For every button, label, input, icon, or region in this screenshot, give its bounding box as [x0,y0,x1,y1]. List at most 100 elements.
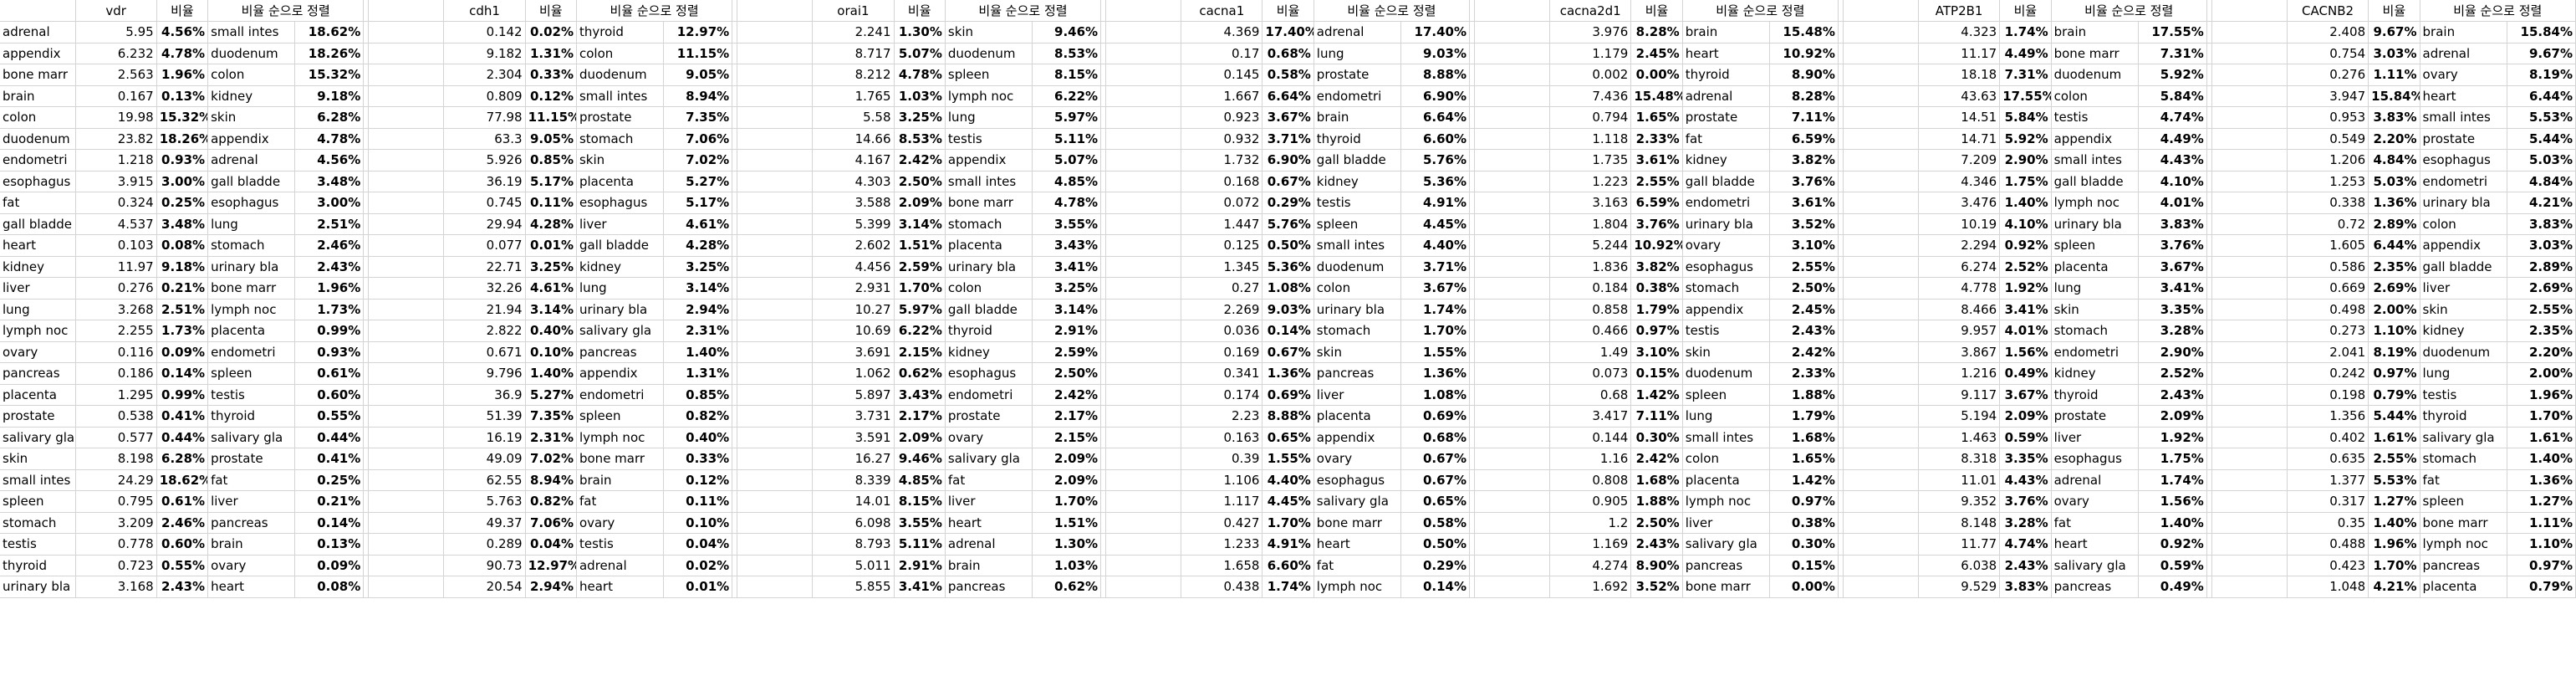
tissue-cell[interactable] [1105,555,1182,576]
sorted-tissue-cell[interactable]: bone marr [945,192,1033,214]
sorted-ratio-cell[interactable]: 0.85% [663,384,733,406]
sorted-ratio-cell[interactable]: 3.41% [2138,277,2207,300]
spacer-cell[interactable] [1100,341,1107,363]
sorted-tissue-cell[interactable]: placenta [207,320,296,342]
ratio-cell[interactable]: 1.88% [1630,490,1683,513]
sorted-ratio-cell[interactable]: 3.00% [294,192,365,214]
ratio-cell[interactable]: 9.46% [894,448,946,470]
tissue-cell[interactable] [1843,256,1920,278]
sorted-tissue-cell[interactable]: thyroid [2420,405,2507,428]
value-cell[interactable]: 0.317 [2287,490,2369,513]
spacer-cell[interactable] [1838,106,1844,129]
sorted-ratio-cell[interactable]: 1.11% [2507,512,2576,534]
sorted-ratio-cell[interactable]: 2.46% [294,234,365,257]
tissue-cell[interactable] [1105,341,1182,363]
tissue-cell[interactable] [368,149,445,172]
value-cell[interactable]: 2.23 [1181,405,1263,428]
ratio-cell[interactable]: 8.15% [894,490,946,513]
sorted-ratio-cell[interactable]: 4.78% [294,128,365,150]
spacer-cell[interactable] [732,469,738,491]
sorted-ratio-cell[interactable]: 4.91% [1400,192,1470,214]
ratio-cell[interactable]: 2.35% [2368,256,2420,278]
sorted-tissue-cell[interactable]: brain [207,533,296,556]
spacer-cell[interactable] [363,64,370,86]
spacer-cell[interactable] [732,448,738,470]
sorted-ratio-cell[interactable]: 0.69% [1400,405,1470,428]
sorted-ratio-cell[interactable]: 2.94% [663,299,733,320]
tissue-cell[interactable]: heart [0,234,76,257]
sorted-tissue-cell[interactable]: colon [1682,448,1771,470]
sorted-tissue-cell[interactable]: bone marr [1682,576,1771,598]
sorted-ratio-cell[interactable]: 1.30% [1032,533,1102,556]
ratio-cell[interactable]: 9.05% [525,128,577,150]
tissue-cell[interactable] [737,21,814,44]
sorted-ratio-cell[interactable]: 4.84% [2507,171,2576,192]
sorted-ratio-cell[interactable]: 0.55% [294,405,365,428]
ratio-cell[interactable]: 1.79% [1630,299,1683,320]
sorted-ratio-cell[interactable]: 0.33% [663,448,733,470]
sorted-header[interactable]: 비율 순으로 정렬 [2420,0,2576,22]
value-cell[interactable]: 3.691 [812,341,895,363]
value-cell[interactable]: 1.179 [1549,43,1632,64]
spacer-cell[interactable] [1469,277,1476,300]
sorted-tissue-cell[interactable]: appendix [2051,128,2139,150]
tissue-cell[interactable] [1105,576,1182,598]
sorted-tissue-cell[interactable]: stomach [207,234,296,257]
sorted-ratio-cell[interactable]: 3.35% [2138,299,2207,320]
ratio-cell[interactable]: 2.46% [156,512,209,534]
spacer-cell[interactable] [1469,512,1476,534]
sorted-ratio-cell[interactable]: 0.62% [1032,576,1102,598]
sorted-tissue-cell[interactable]: bone marr [2420,512,2507,534]
tissue-cell[interactable] [2211,320,2288,342]
sorted-ratio-cell[interactable]: 2.00% [2507,362,2576,385]
spacer-cell[interactable] [1100,427,1107,448]
sorted-tissue-cell[interactable]: esophagus [1682,256,1771,278]
sorted-tissue-cell[interactable]: gall bladde [1314,149,1402,172]
sorted-ratio-cell[interactable]: 5.97% [1032,106,1102,129]
value-cell[interactable]: 8.339 [812,469,895,491]
tissue-cell[interactable] [368,106,445,129]
sorted-ratio-cell[interactable]: 1.92% [2138,427,2207,448]
tissue-cell[interactable] [1474,384,1551,406]
sorted-tissue-cell[interactable]: duodenum [207,43,296,64]
sorted-ratio-cell[interactable]: 8.90% [1769,64,1839,86]
value-cell[interactable]: 0.125 [1181,234,1263,257]
sorted-ratio-cell[interactable]: 2.89% [2507,256,2576,278]
value-cell[interactable]: 0.808 [1549,469,1632,491]
tissue-cell[interactable] [737,427,814,448]
ratio-cell[interactable]: 2.51% [156,299,209,320]
spacer-cell[interactable] [363,299,370,320]
tissue-cell[interactable] [737,512,814,534]
sorted-ratio-cell[interactable]: 0.50% [1400,533,1470,556]
sorted-tissue-cell[interactable]: esophagus [1314,469,1402,491]
sorted-tissue-cell[interactable]: urinary bla [2420,192,2507,214]
value-cell[interactable]: 1.223 [1549,171,1632,192]
sorted-tissue-cell[interactable]: lung [945,106,1033,129]
ratio-cell[interactable]: 0.67% [1262,341,1314,363]
sorted-ratio-cell[interactable]: 1.51% [1032,512,1102,534]
ratio-cell[interactable]: 2.50% [894,171,946,192]
spacer-cell[interactable] [2206,213,2212,235]
spacer-cell[interactable] [732,106,738,129]
value-cell[interactable]: 3.731 [812,405,895,428]
spacer-cell[interactable] [1100,448,1107,470]
sorted-tissue-cell[interactable]: testis [2051,106,2139,129]
sorted-ratio-cell[interactable]: 1.65% [1769,448,1839,470]
spacer-cell[interactable] [1838,576,1844,598]
spacer-cell[interactable] [732,234,738,257]
sorted-tissue-cell[interactable]: gall bladde [207,171,296,192]
tissue-cell[interactable] [2211,277,2288,300]
ratio-cell[interactable]: 2.42% [1630,448,1683,470]
spacer-cell[interactable] [2206,555,2212,576]
ratio-cell[interactable]: 1.55% [1262,448,1314,470]
tissue-cell[interactable]: lymph noc [0,320,76,342]
sorted-tissue-cell[interactable]: placenta [945,234,1033,257]
value-cell[interactable]: 63.3 [443,128,526,150]
tissue-cell[interactable] [368,341,445,363]
ratio-cell[interactable]: 0.49% [1999,362,2052,385]
sorted-tissue-cell[interactable]: placenta [1682,469,1771,491]
ratio-cell[interactable]: 3.10% [1630,341,1683,363]
spacer-cell[interactable] [363,576,370,598]
spacer-cell[interactable] [1838,405,1844,428]
sorted-ratio-cell[interactable]: 3.83% [2507,213,2576,235]
